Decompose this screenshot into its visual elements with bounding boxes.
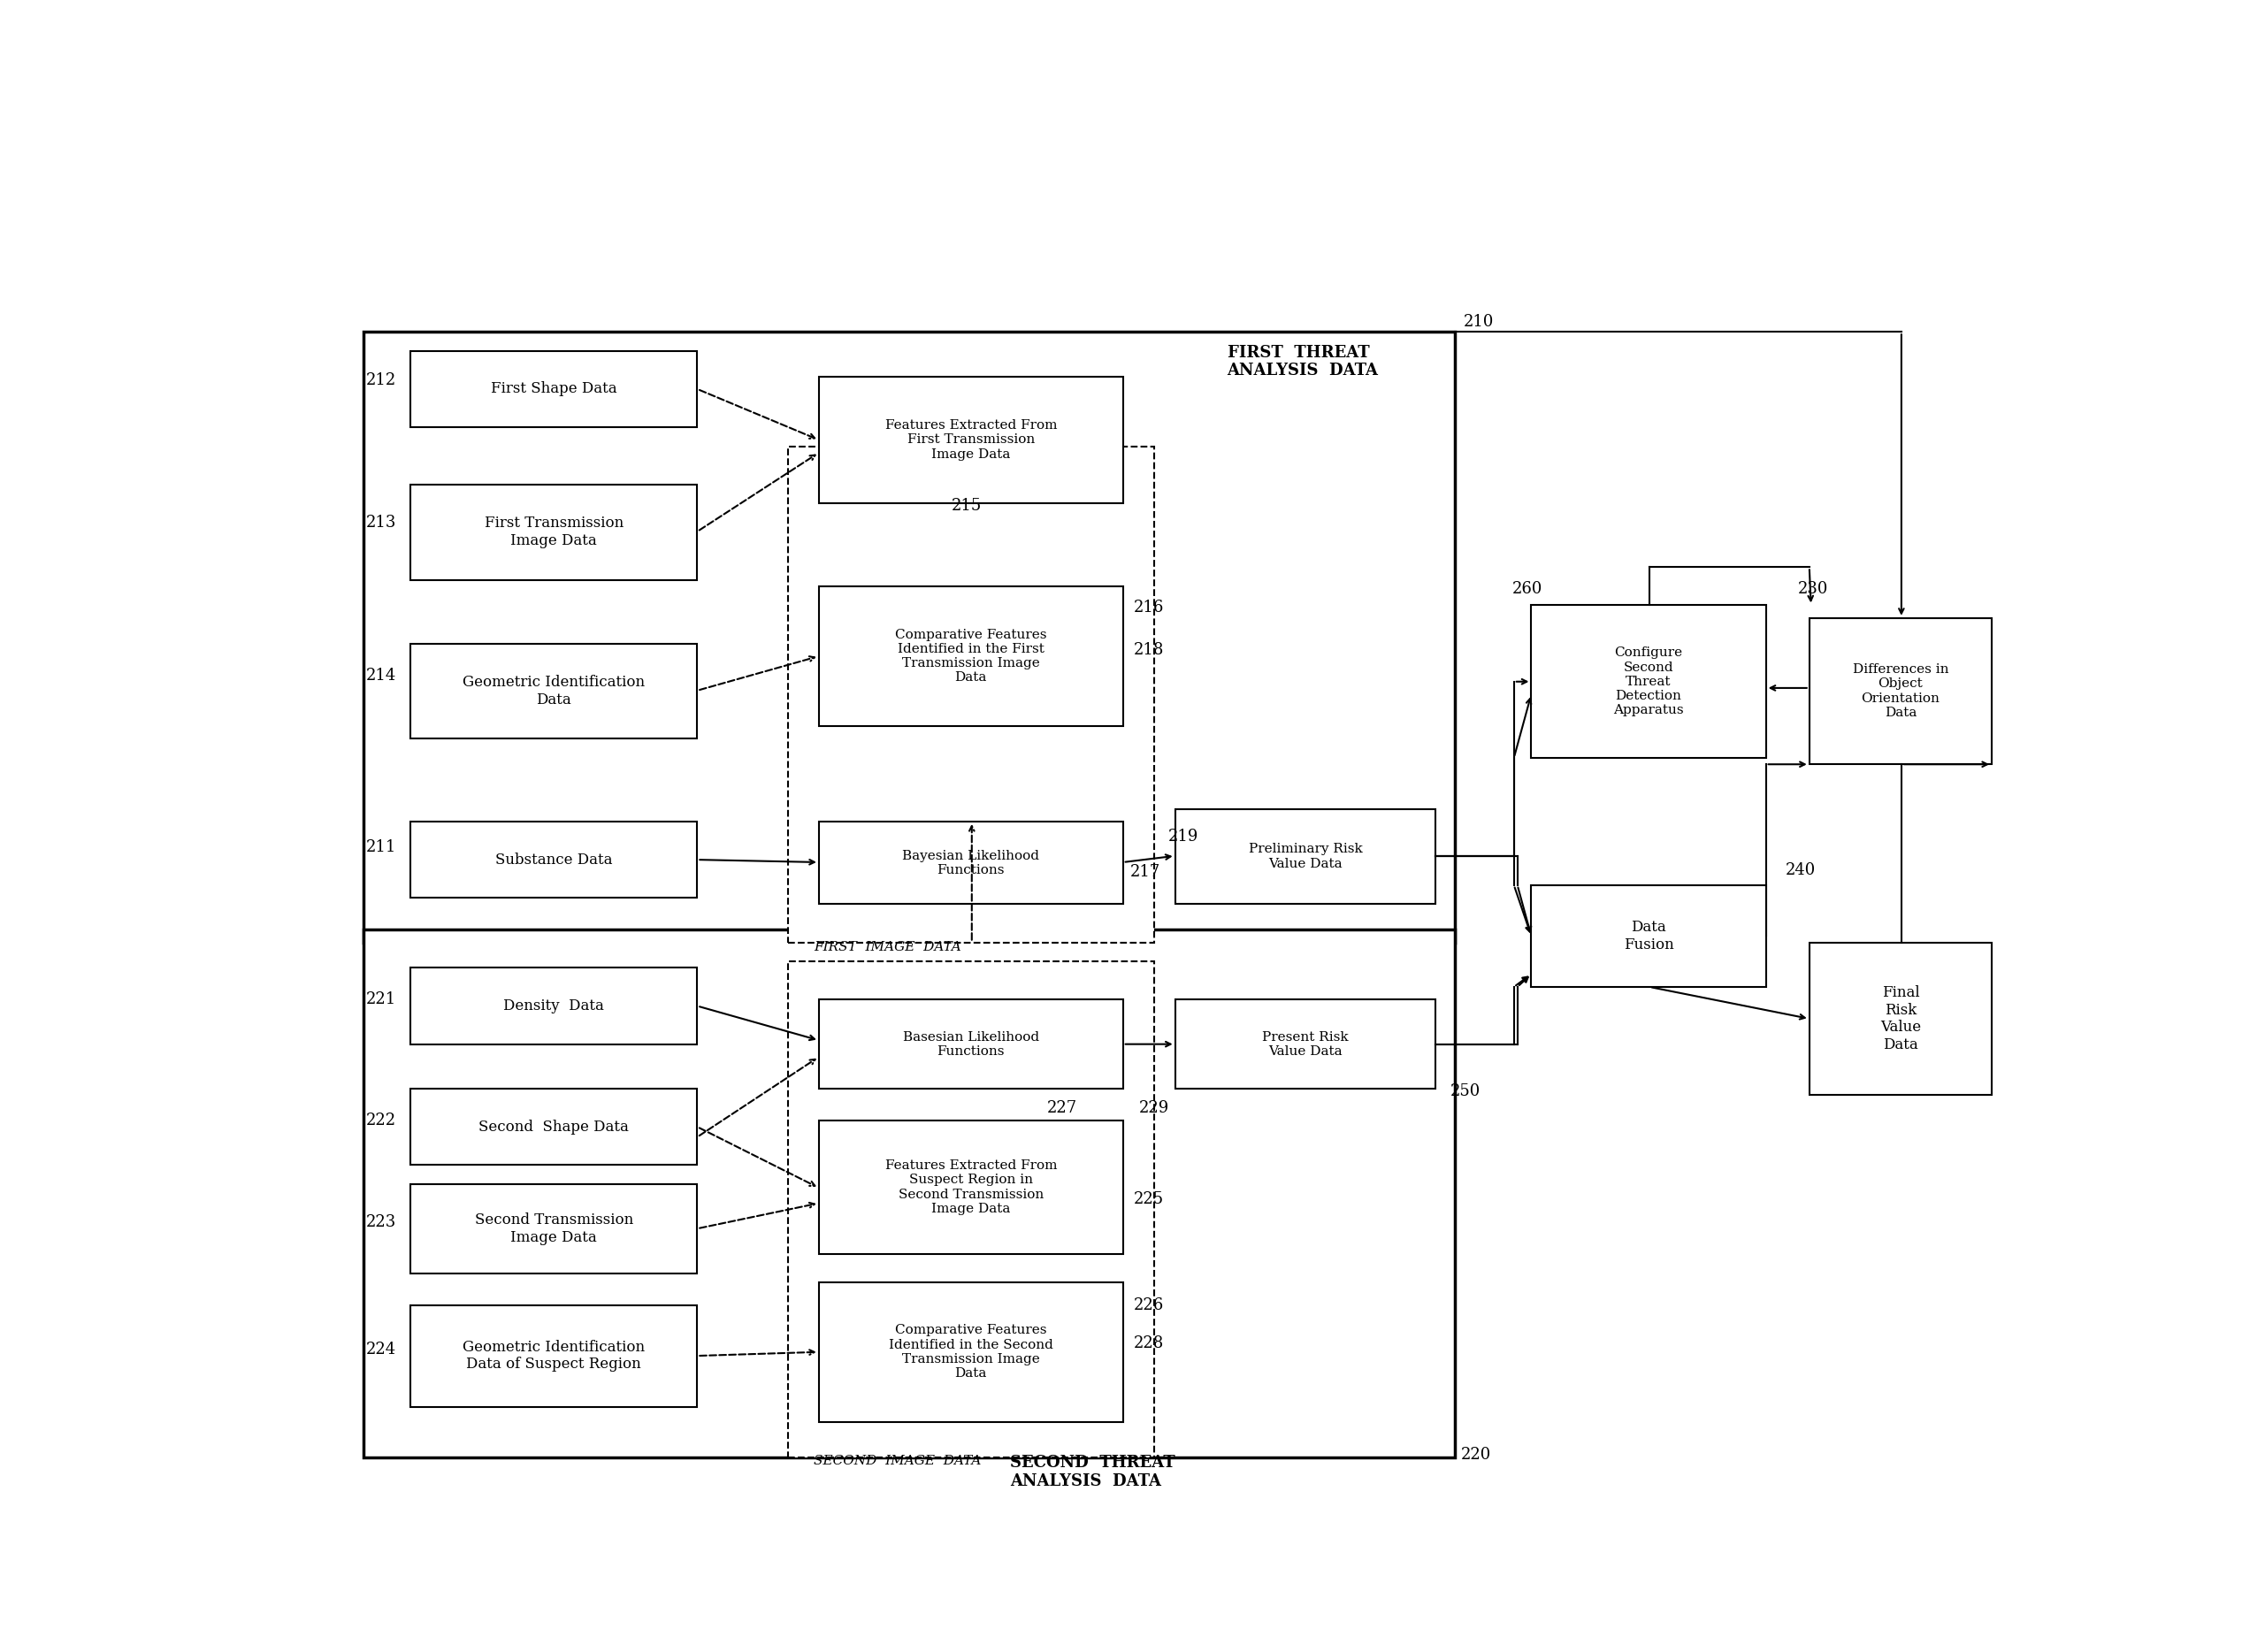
Bar: [363, 332, 1455, 942]
Bar: [410, 1089, 697, 1165]
Text: 221: 221: [365, 991, 397, 1008]
Text: 228: 228: [1134, 1335, 1164, 1351]
Text: 226: 226: [1134, 1297, 1164, 1313]
Text: 225: 225: [1134, 1191, 1164, 1208]
Bar: [1809, 942, 1991, 1095]
Text: 229: 229: [1139, 1100, 1170, 1115]
Text: Geometric Identification
Data of Suspect Region: Geometric Identification Data of Suspect…: [462, 1340, 646, 1371]
Text: Bayesian Likelihood
Functions: Bayesian Likelihood Functions: [901, 849, 1040, 876]
Text: Second Transmission
Image Data: Second Transmission Image Data: [475, 1213, 632, 1244]
Text: Features Extracted From
First Transmission
Image Data: Features Extracted From First Transmissi…: [886, 420, 1056, 461]
Text: Data
Fusion: Data Fusion: [1623, 920, 1675, 952]
Bar: [1809, 618, 1991, 765]
Text: 215: 215: [951, 499, 982, 514]
Bar: [1531, 605, 1767, 758]
Bar: [363, 930, 1455, 1457]
Text: 217: 217: [1130, 864, 1161, 881]
Text: Preliminary Risk
Value Data: Preliminary Risk Value Data: [1249, 843, 1363, 871]
Text: 220: 220: [1460, 1447, 1491, 1464]
Text: First Transmission
Image Data: First Transmission Image Data: [484, 515, 623, 548]
Bar: [410, 484, 697, 580]
Text: SECOND  THREAT
ANALYSIS  DATA: SECOND THREAT ANALYSIS DATA: [1009, 1455, 1175, 1490]
Text: Present Risk
Value Data: Present Risk Value Data: [1262, 1031, 1350, 1057]
Text: FIRST  THREAT
ANALYSIS  DATA: FIRST THREAT ANALYSIS DATA: [1226, 345, 1379, 378]
Text: Differences in
Object
Orientation
Data: Differences in Object Orientation Data: [1852, 664, 1948, 719]
Text: Configure
Second
Threat
Detection
Apparatus: Configure Second Threat Detection Appara…: [1614, 648, 1684, 717]
Text: 212: 212: [365, 372, 397, 388]
Text: 210: 210: [1464, 314, 1495, 330]
Bar: [1531, 885, 1767, 986]
Text: Substance Data: Substance Data: [495, 852, 612, 867]
Bar: [818, 1120, 1123, 1254]
Bar: [787, 961, 1155, 1457]
Bar: [818, 1282, 1123, 1422]
Text: 260: 260: [1513, 582, 1542, 596]
Text: 230: 230: [1798, 582, 1827, 596]
Text: SECOND  IMAGE  DATA: SECOND IMAGE DATA: [814, 1455, 982, 1467]
Text: Basesian Likelihood
Functions: Basesian Likelihood Functions: [904, 1031, 1038, 1057]
Text: Density  Data: Density Data: [504, 998, 605, 1014]
Text: 222: 222: [365, 1112, 397, 1128]
Bar: [410, 1305, 697, 1408]
Bar: [410, 1184, 697, 1274]
Bar: [410, 350, 697, 428]
Text: First Shape Data: First Shape Data: [491, 382, 617, 396]
Text: Comparative Features
Identified in the First
Transmission Image
Data: Comparative Features Identified in the F…: [895, 628, 1047, 684]
Bar: [1175, 809, 1435, 904]
Text: FIRST  IMAGE  DATA: FIRST IMAGE DATA: [814, 942, 962, 953]
Bar: [818, 821, 1123, 904]
Text: 219: 219: [1168, 829, 1199, 844]
Text: 211: 211: [365, 839, 397, 856]
Bar: [818, 377, 1123, 504]
Text: Features Extracted From
Suspect Region in
Second Transmission
Image Data: Features Extracted From Suspect Region i…: [886, 1160, 1056, 1214]
Bar: [818, 999, 1123, 1089]
Text: Geometric Identification
Data: Geometric Identification Data: [462, 676, 646, 707]
Text: 218: 218: [1134, 643, 1164, 657]
Text: Second  Shape Data: Second Shape Data: [480, 1120, 630, 1135]
Text: 224: 224: [365, 1341, 397, 1358]
Text: 227: 227: [1047, 1100, 1076, 1115]
Text: Final
Risk
Value
Data: Final Risk Value Data: [1881, 985, 1921, 1052]
Text: 240: 240: [1785, 862, 1816, 877]
Text: 250: 250: [1451, 1084, 1480, 1099]
Text: 214: 214: [365, 667, 397, 684]
Text: Comparative Features
Identified in the Second
Transmission Image
Data: Comparative Features Identified in the S…: [888, 1325, 1054, 1379]
Bar: [410, 968, 697, 1044]
Bar: [787, 446, 1155, 942]
Text: 216: 216: [1134, 600, 1164, 616]
Text: 213: 213: [365, 515, 397, 530]
Text: 223: 223: [365, 1214, 397, 1231]
Bar: [818, 586, 1123, 727]
Bar: [1175, 999, 1435, 1089]
Bar: [410, 821, 697, 899]
Bar: [410, 644, 697, 738]
